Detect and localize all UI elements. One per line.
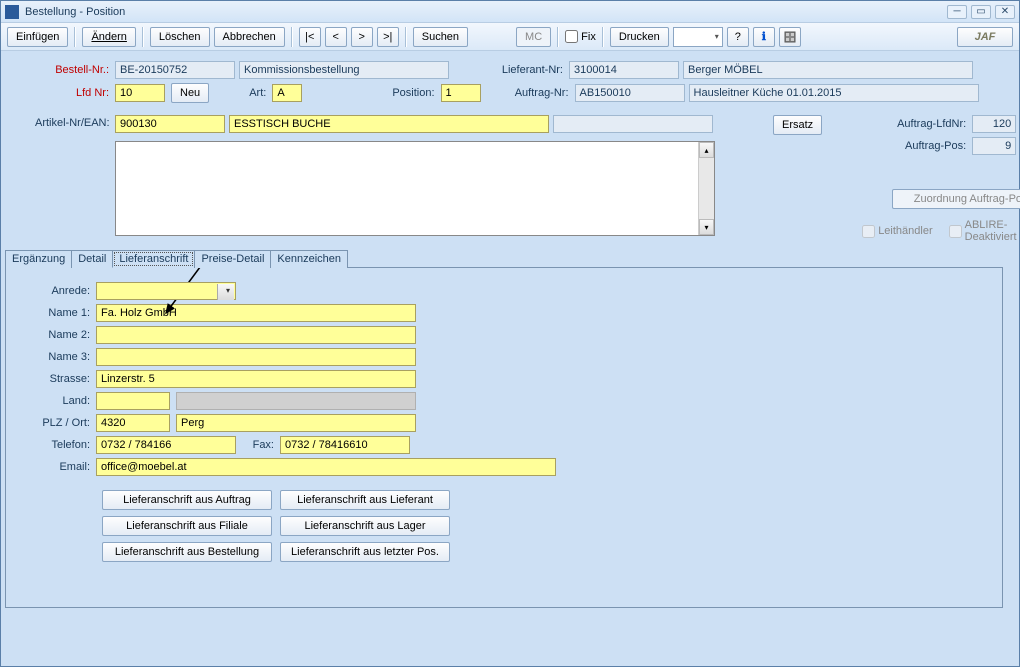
maximize-button[interactable]: ▭: [971, 5, 991, 19]
delete-button[interactable]: Löschen: [150, 27, 210, 47]
btn-aus-bestellung[interactable]: Lieferanschrift aus Bestellung: [102, 542, 272, 562]
name2-label: Name 2:: [16, 329, 96, 341]
tab-detail[interactable]: Detail: [71, 250, 113, 268]
fix-checkbox[interactable]: Fix: [565, 30, 596, 43]
app-icon: [5, 5, 19, 19]
ablire-checkbox: ABLIRE-Deaktiviert: [949, 219, 1020, 243]
plz-input[interactable]: [96, 414, 170, 432]
tab-ergaenzung[interactable]: Ergänzung: [5, 250, 72, 268]
tab-kennzeichen[interactable]: Kennzeichen: [270, 250, 348, 268]
window-title: Bestellung - Position: [25, 6, 947, 18]
nav-prev-button[interactable]: <: [325, 27, 347, 47]
art-input[interactable]: [272, 84, 302, 102]
auftrag-pos-a: 9: [972, 137, 1016, 155]
strasse-input[interactable]: [96, 370, 416, 388]
notes-textarea[interactable]: ▴ ▾: [115, 141, 715, 236]
artikel-nr-input[interactable]: [115, 115, 225, 133]
email-input[interactable]: [96, 458, 556, 476]
jaf-button[interactable]: JAF: [957, 27, 1013, 47]
telefon-input[interactable]: [96, 436, 236, 454]
tab-panel: Anrede: Name 1: Name 2: Name 3: Strasse:…: [5, 268, 1003, 608]
leithaendler-checkbox: Leithändler: [862, 219, 932, 243]
lfd-nr-input[interactable]: [115, 84, 165, 102]
name1-input[interactable]: [96, 304, 416, 322]
land-desc-field: [176, 392, 416, 410]
auftrag-lfdnr-a: 120: [972, 115, 1016, 133]
telefon-label: Telefon:: [16, 439, 96, 451]
content-area: Bestell-Nr.: BE-20150752 Kommissionsbest…: [1, 51, 1019, 666]
nav-last-button[interactable]: >|: [377, 27, 399, 47]
change-button[interactable]: Ändern: [82, 27, 135, 47]
zuordnung-button: Zuordnung Auftrag-Pos.: [892, 189, 1020, 209]
kommission-field: Kommissionsbestellung: [239, 61, 449, 79]
btn-aus-lager[interactable]: Lieferanschrift aus Lager: [280, 516, 450, 536]
print-dropdown[interactable]: [673, 27, 723, 47]
neu-button[interactable]: Neu: [171, 83, 209, 103]
position-label: Position:: [392, 87, 440, 99]
cancel-button[interactable]: Abbrechen: [214, 27, 285, 47]
tab-lieferanschrift[interactable]: Lieferanschrift: [112, 250, 195, 268]
calc-button[interactable]: [779, 27, 801, 47]
artikel-extra-field: [553, 115, 713, 133]
ort-input[interactable]: [176, 414, 416, 432]
name1-label: Name 1:: [16, 307, 96, 319]
mc-button: MC: [516, 27, 551, 47]
lieferant-nr-field: 3100014: [569, 61, 679, 79]
btn-aus-letzter[interactable]: Lieferanschrift aus letzter Pos.: [280, 542, 450, 562]
anrede-combobox[interactable]: [96, 282, 236, 300]
name3-input[interactable]: [96, 348, 416, 366]
lieferant-nr-label: Lieferant-Nr:: [499, 64, 569, 76]
plzort-label: PLZ / Ort:: [16, 417, 96, 429]
artikel-label: Artikel-Nr/EAN:: [35, 115, 115, 129]
toolbar: Einfügen Ändern Löschen Abbrechen |< < >…: [1, 23, 1019, 51]
help-button[interactable]: ?: [727, 27, 749, 47]
title-bar: Bestellung - Position ─ ▭ ✕: [1, 1, 1019, 23]
land-input[interactable]: [96, 392, 170, 410]
btn-aus-lieferant[interactable]: Lieferanschrift aus Lieferant: [280, 490, 450, 510]
strasse-label: Strasse:: [16, 373, 96, 385]
btn-aus-auftrag[interactable]: Lieferanschrift aus Auftrag: [102, 490, 272, 510]
fax-label: Fax:: [236, 439, 280, 451]
tab-preise-detail[interactable]: Preise-Detail: [194, 250, 271, 268]
print-button[interactable]: Drucken: [610, 27, 669, 47]
scroll-down-icon[interactable]: ▾: [699, 219, 714, 235]
anrede-label: Anrede:: [16, 285, 96, 297]
delivery-button-grid: Lieferanschrift aus Auftrag Lieferanschr…: [102, 490, 462, 562]
name2-input[interactable]: [96, 326, 416, 344]
auftrag-lfdnr-label: Auftrag-LfdNr:: [882, 118, 972, 130]
auftrag-nr-label: Auftrag-Nr:: [505, 87, 575, 99]
fax-input[interactable]: [280, 436, 410, 454]
minimize-button[interactable]: ─: [947, 5, 967, 19]
bestell-nr-field: BE-20150752: [115, 61, 235, 79]
artikel-desc-input[interactable]: [229, 115, 549, 133]
ersatz-button[interactable]: Ersatz: [773, 115, 822, 135]
close-button[interactable]: ✕: [995, 5, 1015, 19]
auftrag-pos-label: Auftrag-Pos:: [882, 140, 972, 152]
bestell-nr-label: Bestell-Nr.:: [35, 64, 115, 76]
tab-bar: Ergänzung Detail Lieferanschrift Preise-…: [5, 249, 1003, 268]
auftrag-nr-field: AB150010: [575, 84, 685, 102]
lieferant-name-field: Berger MÖBEL: [683, 61, 973, 79]
insert-button[interactable]: Einfügen: [7, 27, 68, 47]
name3-label: Name 3:: [16, 351, 96, 363]
nav-next-button[interactable]: >: [351, 27, 373, 47]
scrollbar[interactable]: ▴ ▾: [698, 142, 714, 235]
app-window: Bestellung - Position ─ ▭ ✕ Einfügen Änd…: [0, 0, 1020, 667]
info-button[interactable]: ℹ: [753, 27, 775, 47]
auftrag-desc-field: Hausleitner Küche 01.01.2015: [689, 84, 979, 102]
lfd-nr-label: Lfd Nr:: [35, 87, 115, 99]
scroll-up-icon[interactable]: ▴: [699, 142, 714, 158]
nav-first-button[interactable]: |<: [299, 27, 321, 47]
land-label: Land:: [16, 395, 96, 407]
art-label: Art:: [249, 87, 272, 99]
email-label: Email:: [16, 461, 96, 473]
position-input[interactable]: [441, 84, 481, 102]
btn-aus-filiale[interactable]: Lieferanschrift aus Filiale: [102, 516, 272, 536]
search-button[interactable]: Suchen: [413, 27, 468, 47]
